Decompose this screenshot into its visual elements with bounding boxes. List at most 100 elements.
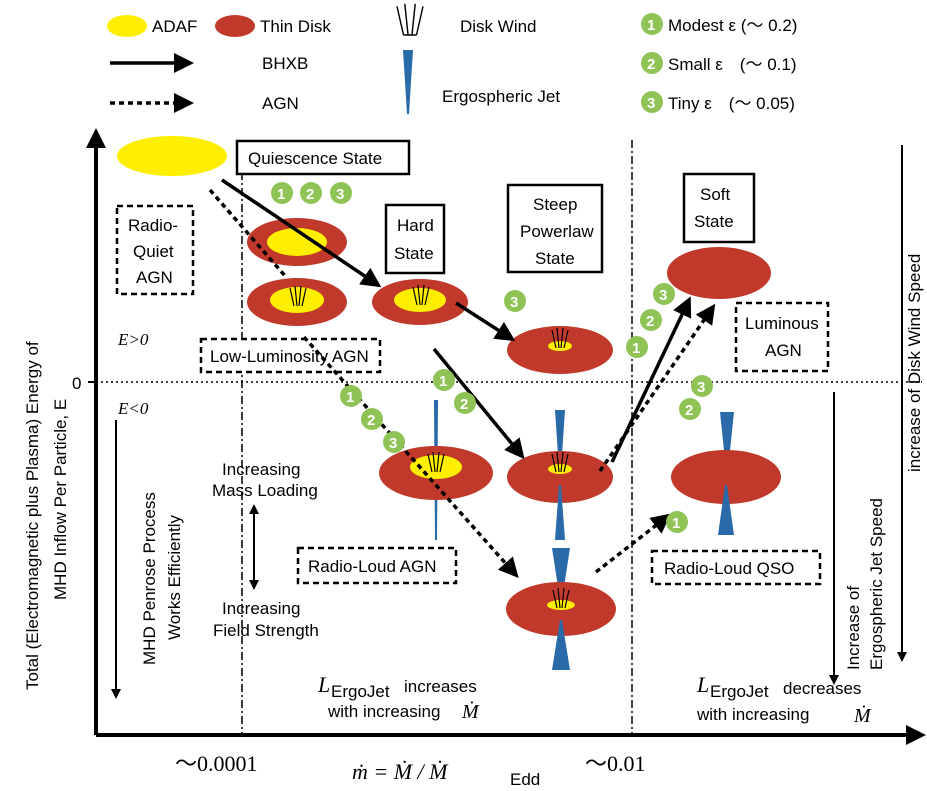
badge-3-icon: 3 bbox=[383, 431, 405, 453]
svg-text:Powerlaw: Powerlaw bbox=[520, 222, 594, 241]
badge-2-icon: 2 bbox=[454, 392, 476, 414]
luminous-agn-box: Luminous AGN bbox=[734, 301, 830, 373]
zero-label: 0 bbox=[72, 374, 81, 393]
hard-state-disk bbox=[372, 279, 468, 325]
y-axis-title-line-2: MHD Inflow Per Particle, E bbox=[51, 399, 70, 600]
legend-thin-disk-swatch bbox=[215, 15, 255, 37]
svg-text:1: 1 bbox=[277, 186, 285, 203]
l-ergojet-right: L ErgoJet decreases with increasing Ṁ bbox=[696, 672, 872, 727]
svg-text:2: 2 bbox=[647, 56, 655, 73]
svg-text:Low-Luminosity AGN: Low-Luminosity AGN bbox=[210, 347, 369, 366]
badge-1-icon bbox=[641, 13, 663, 35]
radio-quiet-disk-2 bbox=[247, 278, 347, 326]
energy-negative-label: E<0 bbox=[117, 399, 149, 418]
soft-state-box: Soft State bbox=[682, 172, 756, 244]
legend-bhxb-label: BHXB bbox=[262, 54, 308, 73]
radio-loud-bottom-disk bbox=[506, 548, 616, 670]
svg-text:3: 3 bbox=[659, 287, 667, 304]
l-ergojet-left: L ErgoJet increases with increasing Ṁ bbox=[317, 672, 480, 723]
legend: ADAF Thin Disk Disk Wind BHXB AGN Ergosp… bbox=[107, 3, 797, 114]
svg-text:with increasing: with increasing bbox=[327, 702, 440, 721]
low-luminosity-agn-box: Low-Luminosity AGN bbox=[199, 337, 382, 374]
radio-quiet-agn-box: Radio- Quiet AGN bbox=[115, 204, 195, 296]
badge-1-icon: 1 bbox=[666, 511, 688, 533]
legend-epsilon-2: 2 Small ε (～ 0.1) bbox=[641, 52, 797, 74]
svg-text:Steep: Steep bbox=[533, 195, 577, 214]
x-tick-001: ～0.01 bbox=[585, 751, 646, 776]
hard-state-box: Hard State bbox=[384, 203, 446, 275]
svg-text:1: 1 bbox=[346, 389, 354, 406]
svg-text:AGN: AGN bbox=[765, 341, 802, 360]
radio-loud-qso-disk bbox=[671, 412, 781, 535]
svg-text:3: 3 bbox=[647, 95, 655, 112]
hard-jet-disk bbox=[507, 410, 613, 540]
svg-text:AGN: AGN bbox=[136, 268, 173, 287]
legend-adaf-swatch bbox=[107, 15, 147, 37]
svg-text:State: State bbox=[535, 249, 575, 268]
svg-text:State: State bbox=[394, 244, 434, 263]
svg-text:ErgoJet: ErgoJet bbox=[710, 682, 769, 701]
svg-text:Radio-Loud AGN: Radio-Loud AGN bbox=[308, 557, 437, 576]
svg-text:Quiescence State: Quiescence State bbox=[248, 149, 382, 168]
steep-powerlaw-state-box: Steep Powerlaw State bbox=[506, 183, 604, 274]
legend-thin-disk-label: Thin Disk bbox=[260, 17, 331, 36]
svg-text:2: 2 bbox=[367, 412, 375, 429]
svg-text:1: 1 bbox=[439, 373, 447, 390]
svg-text:2: 2 bbox=[685, 402, 693, 419]
axes: 0 bbox=[72, 128, 926, 745]
svg-text:3: 3 bbox=[389, 435, 397, 452]
x-tick-0001: ～0.0001 bbox=[175, 751, 258, 776]
legend-disk-wind-label: Disk Wind bbox=[460, 17, 537, 36]
badge-1-icon: 1 bbox=[626, 336, 648, 358]
svg-text:3: 3 bbox=[697, 379, 705, 396]
badge-2-icon: 2 bbox=[361, 408, 383, 430]
penrose-label-line-2: Works Efficiently bbox=[165, 514, 184, 640]
mass-loading-label-2: Mass Loading bbox=[212, 481, 318, 500]
badge-2-icon: 2 bbox=[640, 309, 662, 331]
svg-text:ErgoJet: ErgoJet bbox=[331, 682, 390, 701]
badge-3-icon: 3 bbox=[504, 290, 526, 312]
badge-3-icon: 3 bbox=[653, 283, 675, 305]
field-strength-label-1: Increasing bbox=[222, 599, 300, 618]
badge-3-icon bbox=[641, 91, 663, 113]
energy-positive-label: E>0 bbox=[117, 330, 149, 349]
svg-text:Modest ε (～ 0.2): Modest ε (～ 0.2) bbox=[668, 16, 797, 35]
legend-adaf-label: ADAF bbox=[152, 17, 197, 36]
svg-text:Ṁ: Ṁ bbox=[461, 700, 480, 723]
svg-text:1: 1 bbox=[647, 17, 655, 34]
svg-text:2: 2 bbox=[460, 396, 468, 413]
radio-quiet-disk-1 bbox=[247, 218, 347, 266]
legend-epsilon-3: 3 Tiny ε (～ 0.05) bbox=[641, 91, 795, 113]
svg-text:Luminous: Luminous bbox=[745, 314, 819, 333]
legend-disk-wind-icon bbox=[396, 3, 424, 36]
epsilon-badges: 1 2 3 3 1 2 3 1 2 3 2 1 3 2 1 bbox=[271, 182, 713, 533]
svg-text:Ṁ: Ṁ bbox=[853, 704, 872, 727]
bhxb-path bbox=[221, 178, 692, 463]
legend-epsilon-1: 1 Modest ε (～ 0.2) bbox=[641, 13, 797, 35]
svg-text:3: 3 bbox=[336, 186, 344, 203]
field-strength-label-2: Field Strength bbox=[213, 621, 319, 640]
svg-text:Quiet: Quiet bbox=[133, 242, 174, 261]
svg-text:increases: increases bbox=[404, 677, 477, 696]
legend-agn-label: AGN bbox=[262, 94, 299, 113]
svg-text:State: State bbox=[694, 212, 734, 231]
ergo-jet-speed-label-1: Increase of bbox=[844, 586, 863, 670]
svg-text:decreases: decreases bbox=[783, 679, 861, 698]
badge-2-icon: 2 bbox=[679, 398, 701, 420]
svg-text:Soft: Soft bbox=[700, 185, 731, 204]
legend-jet-icon bbox=[403, 50, 413, 114]
badge-2-icon bbox=[641, 52, 663, 74]
penrose-label-line-1: MHD Penrose Process bbox=[140, 492, 159, 665]
mass-loading-label-1: Increasing bbox=[222, 460, 300, 479]
steep-state-disk bbox=[507, 326, 613, 374]
x-axis-title-sub: Edd bbox=[510, 770, 540, 789]
badge-1-icon: 1 bbox=[433, 369, 455, 391]
badge-2-icon: 2 bbox=[300, 182, 322, 204]
svg-text:1: 1 bbox=[632, 340, 640, 357]
soft-state-disk bbox=[667, 247, 771, 299]
svg-text:Small ε (～ 0.1): Small ε (～ 0.1) bbox=[668, 55, 797, 74]
radio-loud-qso-box: Radio-Loud QSO bbox=[650, 549, 822, 586]
svg-text:Radio-Loud QSO: Radio-Loud QSO bbox=[664, 559, 794, 578]
svg-text:Hard: Hard bbox=[397, 216, 434, 235]
